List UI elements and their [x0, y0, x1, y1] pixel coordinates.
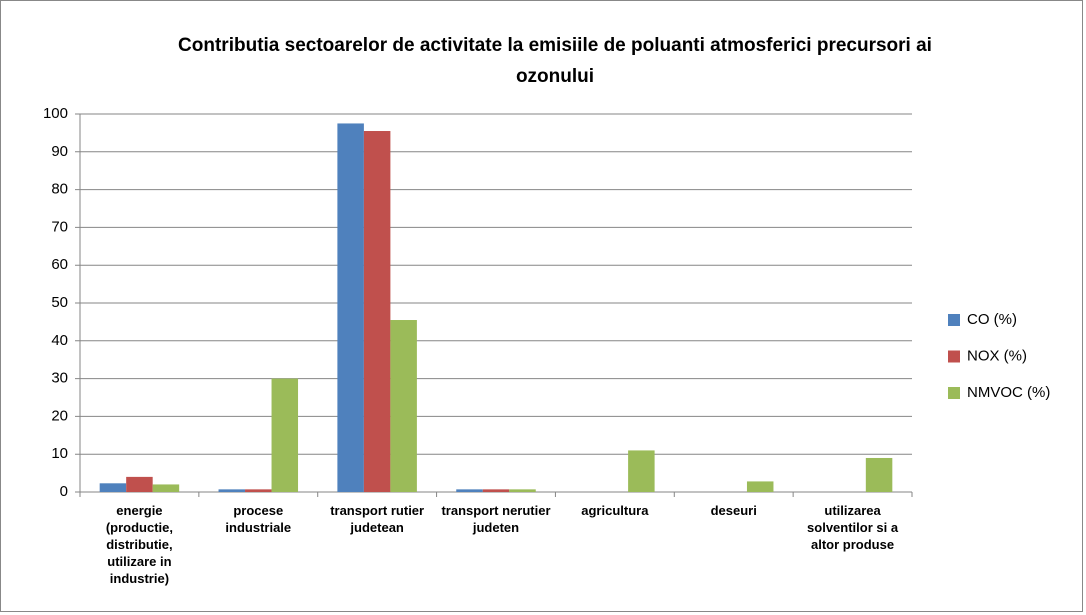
x-tick-label: deseuri — [710, 503, 757, 518]
bar — [363, 131, 391, 492]
bar — [271, 378, 299, 492]
bar — [245, 489, 272, 492]
x-tick-label: procese industriale — [225, 503, 292, 535]
x-tick-label: transport rutier judetean — [330, 503, 425, 535]
x-tick-label: utilizarea solventilor si a altor produs… — [807, 503, 899, 552]
bar — [509, 489, 536, 492]
y-tick-label: 80 — [51, 181, 68, 198]
bar — [152, 484, 180, 492]
bar — [456, 489, 483, 492]
legend-label: CO (%) — [967, 311, 1017, 328]
legend-swatch — [948, 314, 960, 326]
legend-label: NMVOC (%) — [967, 384, 1050, 401]
y-tick-label: 0 — [60, 483, 68, 500]
bar — [746, 481, 774, 492]
bar — [218, 489, 246, 492]
y-tick-label: 100 — [43, 105, 68, 122]
bar — [390, 320, 417, 492]
bar — [99, 483, 127, 492]
chart-title: Contributia sectoarelor de activitate la… — [178, 35, 932, 87]
bar — [482, 489, 510, 492]
bar — [126, 476, 153, 492]
y-tick-label: 70 — [51, 218, 68, 235]
y-tick-label: 50 — [51, 294, 68, 311]
legend-swatch — [948, 350, 960, 363]
legend-label: NOX (%) — [967, 347, 1027, 364]
bar — [628, 450, 655, 492]
y-tick-label: 60 — [51, 256, 68, 273]
y-tick-label: 20 — [51, 407, 68, 424]
bar — [337, 123, 364, 492]
legend-swatch — [948, 387, 960, 399]
y-tick-label: 40 — [51, 332, 68, 349]
y-tick-label: 10 — [51, 445, 68, 462]
y-tick-label: 90 — [51, 143, 68, 160]
x-tick-label: energie (productie, distributie, utiliza… — [105, 503, 173, 586]
x-tick-label: agricultura — [581, 503, 649, 518]
x-tick-label: transport nerutier judeten — [441, 503, 551, 535]
y-tick-label: 30 — [51, 370, 68, 387]
bar — [865, 457, 893, 492]
